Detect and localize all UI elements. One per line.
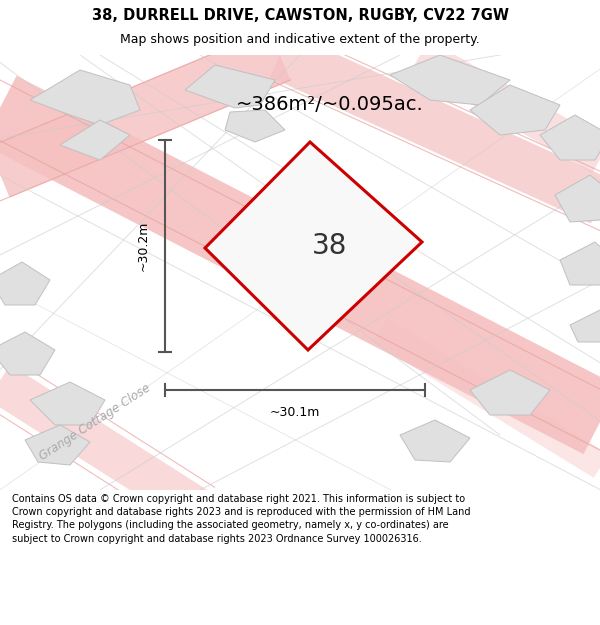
Text: ~30.1m: ~30.1m: [270, 406, 320, 419]
Text: ~30.2m: ~30.2m: [137, 221, 149, 271]
Polygon shape: [470, 370, 550, 415]
Text: Map shows position and indicative extent of the property.: Map shows position and indicative extent…: [120, 33, 480, 46]
Text: Contains OS data © Crown copyright and database right 2021. This information is : Contains OS data © Crown copyright and d…: [12, 494, 470, 544]
Polygon shape: [555, 175, 600, 222]
Text: Grange Cottage Close: Grange Cottage Close: [37, 381, 153, 463]
Polygon shape: [470, 85, 560, 135]
Text: 38, DURRELL DRIVE, CAWSTON, RUGBY, CV22 7GW: 38, DURRELL DRIVE, CAWSTON, RUGBY, CV22 …: [91, 8, 509, 23]
Polygon shape: [25, 425, 90, 465]
Polygon shape: [225, 110, 285, 142]
Polygon shape: [400, 420, 470, 462]
Text: 38: 38: [311, 231, 347, 259]
Polygon shape: [205, 142, 422, 350]
Polygon shape: [570, 310, 600, 342]
Polygon shape: [30, 382, 105, 425]
Polygon shape: [390, 55, 510, 105]
Polygon shape: [560, 242, 600, 285]
Polygon shape: [540, 115, 600, 160]
Polygon shape: [0, 262, 50, 305]
Polygon shape: [0, 332, 55, 375]
Polygon shape: [185, 65, 275, 108]
Polygon shape: [60, 120, 130, 160]
Text: ~386m²/~0.095ac.: ~386m²/~0.095ac.: [236, 96, 424, 114]
Polygon shape: [30, 70, 140, 125]
